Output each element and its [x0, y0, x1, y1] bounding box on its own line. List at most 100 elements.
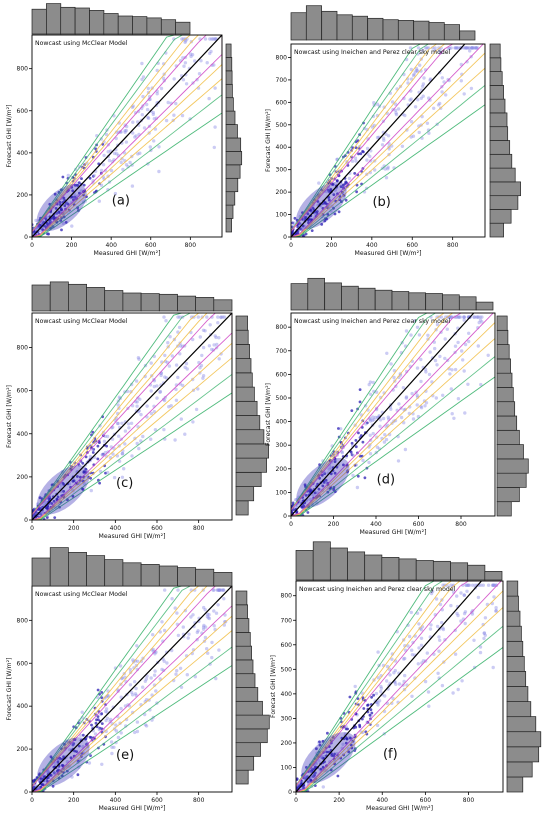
scatter-point — [370, 125, 375, 129]
hist-bar — [321, 10, 338, 41]
y-tick-label: 300 — [276, 442, 288, 449]
contour-line — [32, 586, 232, 792]
scatter-point — [486, 353, 490, 357]
scatter-point — [203, 37, 208, 41]
scatter-point — [375, 445, 380, 449]
scatter-point — [181, 625, 185, 629]
hist-bar — [225, 164, 241, 179]
scatter-point — [130, 454, 134, 458]
contour-line — [32, 35, 222, 237]
scatter-point — [453, 46, 458, 50]
scatter-point — [124, 128, 128, 133]
scatter-point — [187, 632, 191, 636]
scatter-point — [148, 145, 152, 149]
scatter-point — [413, 70, 417, 74]
scatter-point — [462, 369, 466, 373]
scatter-point — [73, 183, 77, 187]
scatter-point — [306, 790, 310, 792]
scatter-point — [80, 177, 83, 181]
scatter-point — [135, 667, 140, 672]
scatter-point — [392, 369, 397, 373]
scatter-point — [214, 335, 218, 340]
scatter-point — [151, 647, 155, 652]
scatter-point — [162, 315, 166, 319]
scatter-point — [146, 115, 150, 120]
scatter-point — [463, 621, 467, 626]
scatter-point — [116, 421, 120, 426]
hist-bar — [235, 742, 261, 757]
scatter-point — [78, 191, 81, 195]
scatter-point — [40, 510, 45, 514]
x-tick-label: 600 — [151, 797, 163, 804]
scatter-point — [424, 401, 429, 405]
scatter-point — [163, 353, 167, 358]
hist-bar — [324, 282, 342, 311]
scatter-point — [141, 685, 145, 689]
scatter-point — [161, 76, 166, 80]
scatter-point — [381, 416, 386, 421]
scatter-point — [291, 501, 295, 505]
scatter-point — [212, 63, 216, 67]
scatter-point — [135, 659, 140, 663]
scatter-point — [339, 185, 343, 189]
scatter-point — [443, 337, 447, 341]
scatter-point — [89, 488, 94, 493]
scatter-point — [357, 152, 360, 156]
x-axis-label: Measured GHI [W/m²] — [360, 529, 427, 536]
scatter-point — [212, 588, 216, 592]
scatter-point — [423, 679, 428, 684]
contour-line — [32, 313, 232, 520]
scatter-point — [151, 112, 155, 117]
scatter-point — [427, 704, 431, 708]
hist-bar — [450, 562, 469, 581]
scatter-point — [376, 703, 380, 707]
scatter-point — [486, 583, 491, 587]
scatter-point — [183, 40, 187, 44]
x-axis-label: Measured GHI [W/m²] — [99, 533, 166, 540]
hist-bar — [31, 284, 51, 312]
scatter-point — [410, 694, 414, 698]
scatter-point — [377, 699, 382, 703]
scatter-point — [136, 152, 140, 156]
scatter-point — [60, 228, 63, 232]
scatter-point — [382, 391, 386, 395]
scatter-point — [476, 595, 481, 600]
y-tick-label: 0 — [24, 517, 28, 524]
scatter-point — [164, 319, 168, 323]
scatter-point — [44, 506, 48, 510]
scatter-point — [448, 372, 452, 376]
scatter-point — [84, 455, 88, 459]
scatter-point — [438, 638, 442, 642]
hist-bar — [307, 277, 325, 311]
scatter-point — [459, 619, 463, 623]
scatter-point — [438, 48, 442, 52]
scatter-point — [427, 372, 432, 377]
scatter-point — [130, 690, 134, 695]
scatter-point — [136, 109, 141, 114]
scatter-point — [135, 441, 139, 446]
chart-title: Nowcast using Ineichen and Perez clear s… — [299, 586, 456, 593]
scatter-point — [42, 517, 46, 520]
scatter-point — [103, 709, 108, 714]
scatter-point — [311, 206, 315, 210]
scatter-point — [167, 364, 172, 368]
y-tick-label: 0 — [24, 789, 28, 796]
scatter-point — [392, 375, 396, 380]
hist-bar — [235, 329, 249, 345]
scatter-point — [206, 616, 210, 620]
scatter-point — [433, 346, 437, 351]
scatter-point — [428, 98, 432, 102]
scatter-point — [76, 194, 80, 198]
scatter-point — [361, 150, 364, 153]
scatter-point — [464, 46, 468, 50]
scatter-point — [221, 315, 225, 319]
scatter-point — [383, 433, 387, 437]
hist-bar — [341, 285, 359, 311]
contour-line — [32, 313, 232, 520]
hist-bar — [195, 297, 215, 312]
scatter-point — [172, 113, 176, 117]
scatter-point — [370, 695, 373, 699]
scatter-point — [130, 404, 135, 408]
hist-bar — [213, 572, 233, 587]
scatter-point — [370, 418, 375, 423]
